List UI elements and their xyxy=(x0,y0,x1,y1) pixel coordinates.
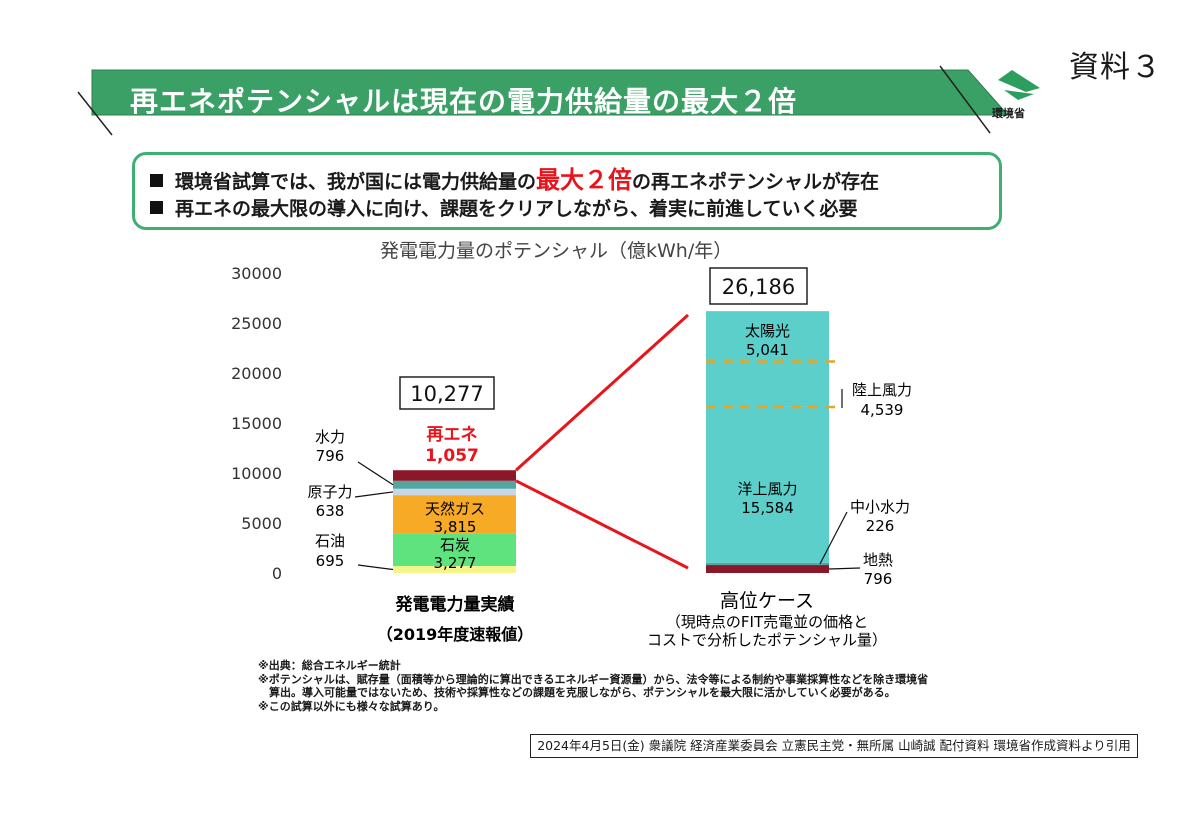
title-banner xyxy=(77,65,1040,136)
leader-line xyxy=(828,567,861,570)
note-line: 算出。導入可能量ではないため、技術や採算性などの課題を克服しながら、ポテンシャル… xyxy=(258,686,896,699)
document-label: 資料３ xyxy=(1069,50,1162,85)
segment-name-label: 中小水力 xyxy=(850,498,910,516)
bar-segment xyxy=(706,565,829,573)
segment-value-label: 15,584 xyxy=(741,499,794,517)
leader-line xyxy=(357,461,394,486)
y-tick-label: 15000 xyxy=(231,414,282,433)
leader-line xyxy=(354,491,394,498)
bar-segment xyxy=(706,311,829,362)
source-citation: 2024年4月5日(金) 衆議院 経済産業委員会 立憲民主党・無所属 山崎誠 配… xyxy=(530,734,1138,758)
bar-segment xyxy=(393,495,516,534)
segment-name-label: 太陽光 xyxy=(745,322,790,340)
leader-line xyxy=(819,511,848,565)
leader-line xyxy=(357,564,394,571)
highlight-text: 最大２倍 xyxy=(536,166,633,194)
bar-segment xyxy=(393,480,516,489)
bar-segment xyxy=(706,361,829,407)
bullet-square-icon xyxy=(150,174,163,187)
segment-name-label: 天然ガス xyxy=(425,500,485,518)
segment-value-label: 4,539 xyxy=(861,401,904,419)
segment-name-label: 水力 xyxy=(315,428,345,446)
summary-bullet-1: 環境省試算では、我が国には電力供給量の最大２倍の再エネポテンシャルが存在 xyxy=(150,160,879,195)
segment-name-label: 洋上風力 xyxy=(737,480,797,498)
y-tick-label: 20000 xyxy=(231,364,282,383)
category-label: 発電電力量実績 xyxy=(395,594,515,615)
category-sublabel: コストで分析したポテンシャル量） xyxy=(647,631,887,649)
total-box xyxy=(709,267,808,305)
segment-name-label: 再エネ xyxy=(427,425,478,445)
segment-name-label: 陸上風力 xyxy=(852,381,912,399)
segment-value-label: 695 xyxy=(316,552,345,570)
page-title: 再エネポテンシャルは現在の電力供給量の最大２倍 xyxy=(130,85,798,118)
connector-line xyxy=(514,313,690,472)
bar-segment xyxy=(393,533,516,567)
bullet-square-icon xyxy=(150,201,163,214)
bar-segment xyxy=(393,566,516,573)
category-sublabel: （2019年度速報値） xyxy=(377,625,534,644)
segment-value-label: 226 xyxy=(866,517,895,535)
note-line: ※この試算以外にも様々な試算あり。 xyxy=(258,699,445,713)
segment-value-label: 796 xyxy=(864,570,893,588)
segment-value-label: 638 xyxy=(316,502,345,520)
segment-name-label: 石油 xyxy=(315,532,345,550)
ministry-logo-icon xyxy=(998,70,1040,100)
note-line: ※ポテンシャルは、賦存量（面積等から理論的に算出できるエネルギー資源量）から、法… xyxy=(258,672,929,686)
category-label: 高位ケース xyxy=(720,590,814,612)
segment-value-label: 3,277 xyxy=(434,554,477,572)
segment-value-label: 5,041 xyxy=(746,341,789,359)
ministry-logo-name: 環境省 xyxy=(992,107,1025,120)
segment-name-label: 地熱 xyxy=(863,551,893,569)
y-tick-label: 0 xyxy=(272,564,282,583)
note-line: ※出典：総合エネルギー統計 xyxy=(258,659,401,672)
segment-value-label: 3,815 xyxy=(434,518,477,536)
category-sublabel: （現時点のFIT売電並の価格と xyxy=(666,613,868,631)
total-label: 26,186 xyxy=(722,275,795,299)
connector-line xyxy=(515,479,689,570)
y-tick-label: 10000 xyxy=(231,464,282,483)
y-tick-label: 30000 xyxy=(231,264,282,283)
summary-bullet-2: 再エネの最大限の導入に向け、課題をクリアしながら、着実に前進していく必要 xyxy=(150,194,857,221)
segment-name-label: 原子力 xyxy=(307,483,352,501)
bar-segment xyxy=(393,488,516,496)
y-tick-label: 5000 xyxy=(241,514,282,533)
bar-segment xyxy=(393,470,516,481)
bar-segment xyxy=(706,562,829,566)
bar-segment xyxy=(706,406,829,563)
total-box xyxy=(399,376,495,410)
chart-title: 発電電力量のポテンシャル（億kWh/年） xyxy=(380,240,733,262)
y-tick-label: 25000 xyxy=(231,314,282,333)
segment-name-label: 石炭 xyxy=(440,536,470,554)
summary-box xyxy=(132,152,1002,230)
segment-value-label: 1,057 xyxy=(425,446,479,466)
notes: ※出典：総合エネルギー統計 ※ポテンシャルは、賦存量（面積等から理論的に算出でき… xyxy=(258,659,928,713)
total-label: 10,277 xyxy=(410,382,483,406)
segment-value-label: 796 xyxy=(316,447,345,465)
